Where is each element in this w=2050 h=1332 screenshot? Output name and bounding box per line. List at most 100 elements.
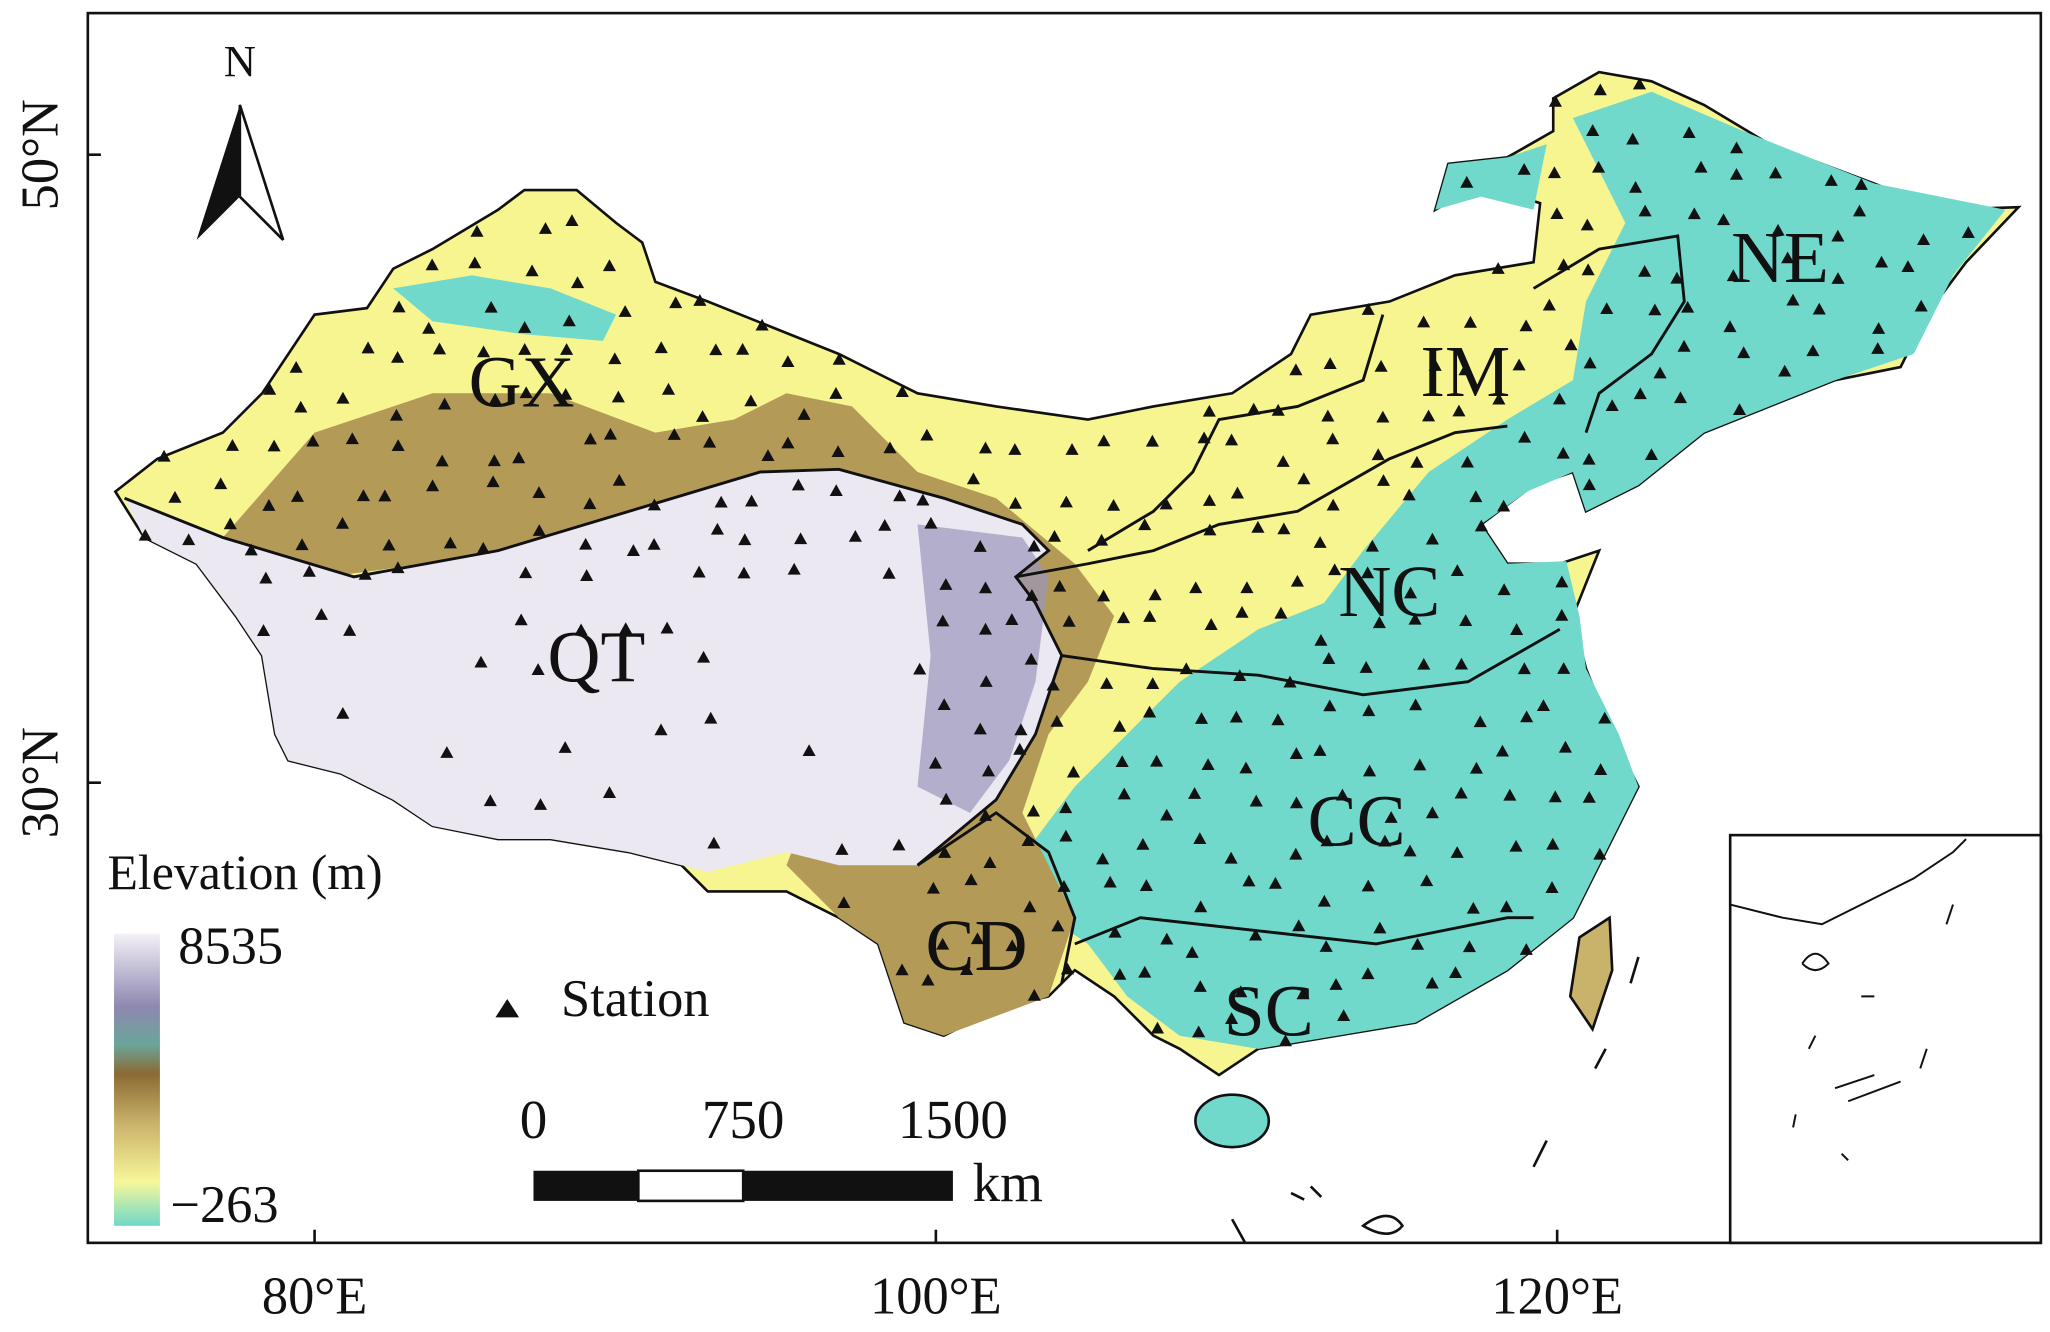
station — [335, 517, 350, 529]
station — [1138, 518, 1152, 531]
station — [1268, 876, 1282, 889]
station — [1874, 255, 1889, 268]
station — [1633, 387, 1647, 400]
region-label: CC — [1308, 781, 1406, 862]
station — [1229, 710, 1243, 723]
station — [612, 473, 626, 486]
station — [1492, 392, 1506, 405]
station — [1113, 719, 1127, 732]
station — [1297, 472, 1311, 485]
station — [1503, 788, 1517, 801]
station — [1230, 486, 1245, 499]
station — [755, 318, 769, 331]
station — [647, 537, 661, 550]
station — [1914, 299, 1928, 312]
station — [1582, 478, 1596, 491]
station — [970, 932, 984, 945]
scale-unit: km — [973, 1152, 1043, 1213]
station — [1361, 566, 1375, 579]
station — [1313, 536, 1327, 548]
station — [1673, 391, 1688, 404]
station — [1159, 497, 1173, 510]
station — [1626, 132, 1640, 145]
station — [1361, 303, 1375, 315]
station — [787, 562, 801, 575]
station — [214, 477, 228, 490]
station — [294, 400, 308, 413]
station — [484, 300, 498, 313]
inset-frame — [1728, 833, 2043, 1245]
station — [1550, 207, 1564, 220]
station — [391, 439, 405, 452]
station — [1474, 519, 1488, 532]
station — [1730, 141, 1744, 154]
station — [538, 222, 553, 234]
station — [306, 434, 320, 447]
station — [1450, 564, 1464, 577]
station — [1582, 790, 1596, 803]
station — [1454, 657, 1468, 670]
station — [1716, 213, 1731, 226]
station — [1413, 758, 1427, 771]
station — [1143, 610, 1157, 622]
station — [1146, 677, 1160, 690]
station — [361, 341, 375, 354]
region-label: CD — [926, 905, 1028, 986]
station — [1113, 968, 1127, 980]
station — [1806, 344, 1820, 357]
station — [440, 746, 454, 758]
station — [476, 541, 490, 554]
station — [611, 390, 625, 403]
station — [267, 439, 281, 452]
station — [1335, 788, 1349, 801]
station — [697, 650, 711, 663]
station — [1160, 932, 1174, 945]
station — [1320, 834, 1334, 847]
station — [518, 343, 532, 355]
station — [1448, 966, 1463, 979]
station — [1143, 705, 1157, 718]
station — [1203, 523, 1217, 536]
station — [882, 566, 896, 579]
station — [1234, 985, 1248, 998]
station — [736, 342, 750, 355]
station — [1726, 269, 1740, 282]
station — [426, 479, 440, 492]
station — [1027, 988, 1041, 1001]
station — [182, 533, 196, 546]
station — [1097, 434, 1111, 447]
station — [654, 723, 668, 736]
station — [1027, 539, 1041, 552]
station — [1409, 698, 1423, 711]
station — [1277, 522, 1291, 535]
station — [468, 256, 482, 269]
station — [1289, 363, 1303, 376]
station — [1202, 404, 1216, 417]
station — [1193, 832, 1207, 845]
station — [835, 843, 849, 855]
station — [244, 543, 258, 556]
station — [1491, 262, 1505, 274]
station — [1053, 579, 1067, 592]
station — [1824, 174, 1838, 186]
station — [1901, 260, 1915, 273]
station-markers — [138, 77, 1975, 1047]
station — [1194, 900, 1208, 913]
station — [1557, 662, 1571, 674]
station — [1115, 755, 1129, 768]
station — [1240, 581, 1254, 594]
station — [382, 538, 396, 551]
station — [1326, 498, 1340, 511]
station — [1638, 264, 1652, 277]
station — [654, 341, 668, 354]
station — [392, 300, 406, 313]
station — [1376, 410, 1390, 423]
station — [1289, 847, 1303, 860]
station — [936, 937, 950, 950]
legend-title: Elevation (m) — [107, 845, 382, 900]
scale-label: 0 — [520, 1089, 548, 1150]
station — [916, 493, 930, 506]
station — [1314, 633, 1328, 646]
station — [531, 663, 545, 675]
station — [1138, 965, 1152, 978]
